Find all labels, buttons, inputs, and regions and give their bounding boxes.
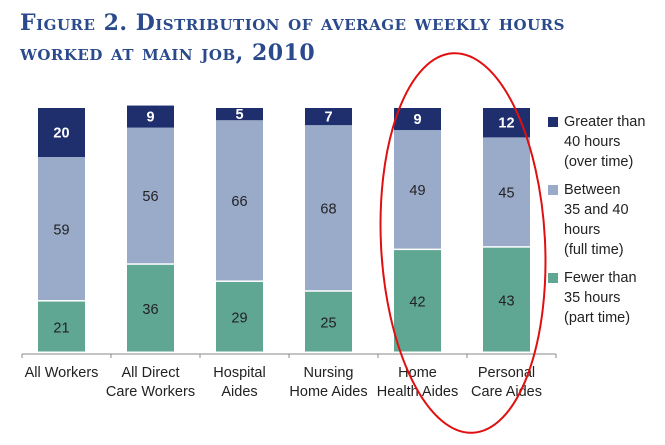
data-label: 20	[53, 126, 69, 142]
legend: Greater than 40 hours (over time) Between…	[546, 112, 645, 336]
bar-segment-full-time	[305, 125, 352, 291]
legend-swatch	[548, 185, 558, 195]
legend-swatch	[548, 117, 558, 127]
category-label: Care Workers	[106, 384, 195, 400]
bar-segment-part-time	[305, 291, 352, 352]
legend-item: Fewer than 35 hours (part time)	[546, 268, 645, 328]
category-label: Hospital	[213, 365, 265, 381]
category-label: Home	[398, 365, 437, 381]
bar-segment-part-time	[483, 247, 530, 352]
data-label: 7	[324, 110, 332, 126]
chart-title: Figure 2. Distribution of average weekly…	[20, 8, 565, 68]
data-label: 21	[53, 320, 69, 336]
data-label: 45	[498, 186, 514, 202]
data-label: 5	[235, 107, 243, 123]
title-line-2: worked at main job, 2010	[20, 40, 316, 66]
category-label: Care Aides	[471, 384, 542, 400]
category-label: All Workers	[25, 365, 99, 381]
title-line-1: Figure 2. Distribution of average weekly…	[20, 10, 565, 36]
data-label: 29	[231, 310, 247, 326]
data-label: 25	[320, 315, 336, 331]
bar-segment-full-time	[127, 127, 174, 264]
bar-segment-part-time	[127, 264, 174, 352]
category-label: Aides	[221, 384, 257, 400]
bar-segment-part-time	[38, 301, 85, 352]
bar-segment-full-time	[216, 120, 263, 281]
data-label: 12	[498, 116, 514, 132]
bar-segment-over-time	[216, 108, 263, 121]
bar-segment-over-time	[394, 108, 441, 131]
legend-item: Between 35 and 40 hours (full time)	[546, 180, 645, 260]
bar-segment-over-time	[127, 105, 174, 128]
legend-label: Between 35 and 40 hours (full time)	[564, 182, 629, 258]
bar-segment-over-time	[305, 108, 352, 126]
data-label: 66	[231, 194, 247, 210]
category-label: All Direct	[121, 365, 179, 381]
data-label: 59	[53, 222, 69, 238]
bar-segment-full-time	[483, 137, 530, 247]
category-label: Nursing	[304, 365, 354, 381]
bar-segment-over-time	[38, 108, 85, 157]
data-label: 68	[320, 201, 336, 217]
legend-label: Greater than 40 hours (over time)	[564, 114, 646, 170]
data-label: 43	[498, 293, 514, 309]
category-label: Home Aides	[289, 384, 367, 400]
category-label: Personal	[478, 365, 535, 381]
legend-swatch	[548, 273, 558, 283]
data-label: 42	[409, 295, 425, 311]
data-label: 9	[413, 112, 421, 128]
legend-label: Fewer than 35 hours (part time)	[564, 270, 637, 326]
data-label: 56	[142, 189, 158, 205]
bar-segment-full-time	[38, 157, 85, 301]
data-label: 49	[409, 183, 425, 199]
data-label: 36	[142, 302, 158, 318]
bar-segment-part-time	[216, 281, 263, 352]
data-label: 9	[146, 110, 154, 126]
legend-item: Greater than 40 hours (over time)	[546, 112, 645, 172]
bar-segment-part-time	[394, 250, 441, 352]
bar-segment-full-time	[394, 130, 441, 249]
highlight-ellipse	[379, 52, 547, 434]
